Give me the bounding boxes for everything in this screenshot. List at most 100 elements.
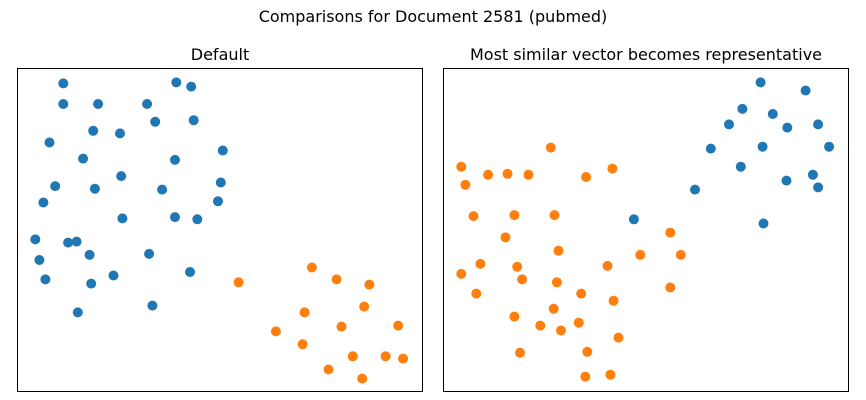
scatter-point-s0-9 bbox=[115, 128, 125, 139]
scatter-point-s0-34 bbox=[72, 307, 83, 318]
scatter-point-s1-4 bbox=[359, 301, 370, 312]
scatter-point-s0-0 bbox=[58, 78, 69, 89]
scatter-point-s0-25 bbox=[63, 237, 74, 248]
subplot-left-frame bbox=[17, 68, 423, 392]
scatter-point-s1-6 bbox=[581, 172, 592, 182]
scatter-point-s1-5 bbox=[299, 307, 310, 318]
scatter-point-s0-12 bbox=[807, 169, 818, 180]
scatter-point-s1-6 bbox=[336, 321, 347, 332]
scatter-point-s1-11 bbox=[500, 232, 511, 243]
scatter-point-s0-4 bbox=[142, 99, 153, 109]
scatter-point-s0-1 bbox=[800, 85, 811, 96]
scatter-point-s0-9 bbox=[824, 141, 835, 152]
scatter-point-s0-4 bbox=[724, 119, 734, 130]
scatter-point-s0-21 bbox=[117, 213, 128, 224]
scatter-point-s0-22 bbox=[170, 212, 180, 223]
scatter-point-s0-11 bbox=[217, 145, 228, 156]
scatter-point-s1-17 bbox=[512, 261, 523, 272]
scatter-point-s1-12 bbox=[665, 227, 676, 238]
scatter-point-s1-1 bbox=[456, 161, 467, 172]
scatter-point-s1-3 bbox=[364, 279, 375, 290]
scatter-point-s0-10 bbox=[735, 161, 746, 172]
scatter-point-s0-11 bbox=[781, 175, 792, 186]
scatter-point-s1-7 bbox=[393, 320, 404, 331]
scatter-point-s1-18 bbox=[602, 260, 613, 271]
scatter-point-s0-6 bbox=[813, 119, 824, 130]
scatter-point-s0-19 bbox=[38, 197, 49, 208]
figure-title: Comparisons for Document 2581 (pubmed) bbox=[259, 7, 608, 26]
subplot-left-title: Default bbox=[191, 45, 249, 64]
scatter-point-s0-2 bbox=[737, 103, 748, 114]
scatter-point-s0-29 bbox=[34, 255, 45, 265]
scatter-point-s1-24 bbox=[576, 288, 587, 299]
scatter-point-s1-0 bbox=[233, 277, 244, 288]
scatter-point-s0-12 bbox=[78, 153, 89, 164]
scatter-point-s1-0 bbox=[545, 142, 556, 153]
scatter-point-s1-7 bbox=[460, 179, 471, 190]
subplot-right-marks bbox=[456, 77, 835, 382]
scatter-point-s0-13 bbox=[690, 184, 700, 195]
scatter-point-s0-3 bbox=[767, 109, 778, 119]
scatter-point-s0-17 bbox=[89, 183, 100, 194]
scatter-point-s1-13 bbox=[553, 245, 564, 256]
scatter-point-s1-13 bbox=[323, 364, 334, 375]
scatter-point-s0-14 bbox=[813, 182, 824, 193]
scatter-point-s0-8 bbox=[757, 141, 768, 152]
subplot-left-marks bbox=[30, 77, 409, 384]
scatter-point-s1-9 bbox=[509, 210, 520, 221]
scatter-point-s0-16 bbox=[758, 218, 769, 229]
scatter-point-s1-29 bbox=[535, 320, 546, 331]
subplot-right-frame bbox=[443, 68, 849, 392]
subplot-right-title: Most similar vector becomes representati… bbox=[470, 45, 822, 64]
scatter-point-s1-27 bbox=[509, 311, 520, 322]
scatter-point-s0-5 bbox=[58, 99, 69, 109]
scatter-point-s1-31 bbox=[613, 332, 624, 343]
scatter-point-s0-31 bbox=[108, 270, 119, 281]
scatter-point-s1-8 bbox=[270, 326, 281, 337]
subplot-right: Most similar vector becomes representati… bbox=[443, 45, 849, 392]
scatter-point-s1-9 bbox=[297, 339, 308, 350]
scatter-point-s1-8 bbox=[468, 211, 479, 222]
scatter-point-s1-25 bbox=[608, 295, 619, 306]
scatter-point-s0-8 bbox=[88, 125, 99, 136]
scatter-point-s1-22 bbox=[665, 282, 676, 293]
scatter-point-s1-26 bbox=[548, 303, 559, 314]
scatter-point-s1-10 bbox=[549, 210, 560, 221]
scatter-point-s0-20 bbox=[213, 196, 223, 207]
scatter-point-s0-6 bbox=[188, 115, 199, 126]
scatter-point-s0-35 bbox=[147, 300, 158, 311]
scatter-point-s1-21 bbox=[551, 277, 562, 288]
scatter-point-s0-14 bbox=[116, 171, 127, 182]
scatter-point-s1-1 bbox=[306, 262, 317, 273]
scatter-point-s0-5 bbox=[782, 122, 793, 133]
scatter-point-s1-23 bbox=[471, 288, 482, 299]
scatter-point-s1-33 bbox=[582, 346, 593, 357]
scatter-point-s1-5 bbox=[483, 169, 494, 180]
scatter-point-s0-18 bbox=[157, 184, 168, 195]
scatter-point-s0-2 bbox=[186, 81, 197, 92]
scatter-point-s0-0 bbox=[755, 77, 766, 88]
scatter-point-s0-27 bbox=[84, 249, 95, 260]
scatter-point-s0-15 bbox=[50, 181, 61, 192]
scatter-point-s1-2 bbox=[523, 169, 534, 180]
scatter-point-s1-34 bbox=[580, 371, 591, 382]
scatter-point-s0-13 bbox=[170, 154, 180, 165]
scatter-point-s0-7 bbox=[150, 116, 161, 127]
scatter-point-s0-10 bbox=[44, 137, 55, 148]
scatter-point-s1-14 bbox=[635, 249, 646, 260]
scatter-point-s1-15 bbox=[675, 249, 686, 260]
scatter-point-s0-30 bbox=[185, 267, 195, 277]
scatter-point-s1-3 bbox=[607, 163, 618, 174]
scatter-point-s0-28 bbox=[144, 248, 155, 259]
scatter-point-s0-7 bbox=[705, 143, 716, 154]
scatter-point-s0-33 bbox=[86, 278, 97, 289]
scatter-point-s0-16 bbox=[215, 177, 226, 188]
scatter-point-s0-26 bbox=[71, 236, 82, 247]
scatter-point-s1-30 bbox=[556, 325, 566, 336]
scatter-point-s0-32 bbox=[40, 274, 51, 285]
scatter-point-s1-32 bbox=[515, 347, 525, 358]
scatter-point-s0-24 bbox=[30, 234, 41, 245]
scatter-point-s1-14 bbox=[357, 373, 368, 384]
scatter-point-s1-28 bbox=[573, 317, 584, 328]
scatter-point-s1-19 bbox=[456, 268, 467, 279]
